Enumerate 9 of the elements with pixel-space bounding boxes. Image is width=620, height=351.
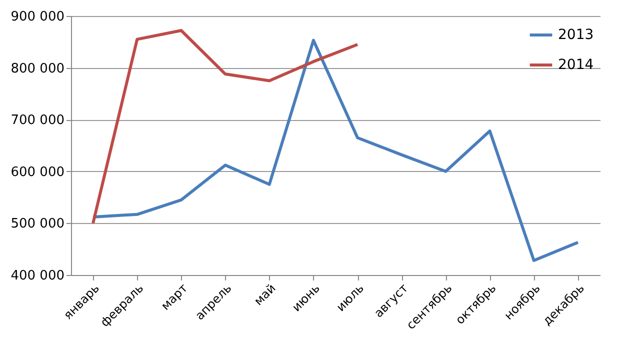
y-tick-label: 900 000 [10,10,64,24]
y-tick-label: 600 000 [10,164,64,180]
legend-label: 2014 [558,57,594,73]
y-tick-label: 700 000 [10,113,64,128]
y-tick-label: 500 000 [10,216,64,232]
legend-label: 2013 [558,27,594,43]
line-series [92,29,360,225]
y-tick-label: 400 000 [10,268,64,284]
y-tick-label: 800 000 [10,61,64,76]
